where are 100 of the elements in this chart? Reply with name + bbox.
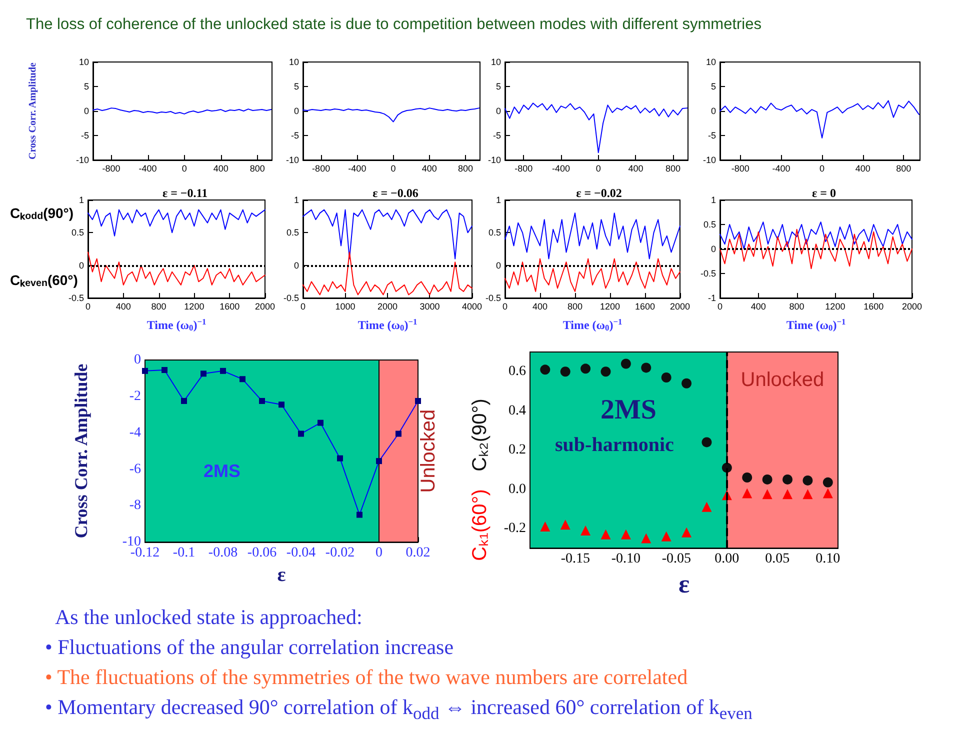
x-tick-label: 400 xyxy=(116,302,131,312)
x-tick-label: -0.02 xyxy=(325,546,355,561)
x-tick-label: 800 xyxy=(250,164,265,174)
x-tick-label: 1200 xyxy=(184,302,204,312)
x-tick-label: 1600 xyxy=(864,302,884,312)
y-tick-label: 0.5 xyxy=(286,228,299,238)
x-tick-label: -0.06 xyxy=(247,546,277,561)
y-tick-label: 0.5 xyxy=(703,220,716,230)
band-label: Unlocked xyxy=(418,409,440,493)
y-tick-label: -5 xyxy=(708,130,716,140)
y-tick-label: 0 xyxy=(134,352,141,368)
x-tick-label: 400 xyxy=(422,164,437,174)
y-tick-label: 10 xyxy=(288,57,299,67)
x-tick-label: 2000 xyxy=(902,302,922,312)
y-axis-title: Cross Corr. Amplitude xyxy=(71,364,91,538)
y-tick-label: -1 xyxy=(708,293,716,303)
x-tick-label: -800 xyxy=(731,164,750,174)
x-tick-label: 2000 xyxy=(670,302,690,312)
y-tick-label: 0 xyxy=(496,260,501,270)
x-tick-label: 0 xyxy=(502,302,508,312)
y-tick-label: 0 xyxy=(710,244,716,254)
y-tick-label: -4 xyxy=(129,425,141,440)
x-tick-label: -800 xyxy=(102,164,120,174)
y-tick-label: 5 xyxy=(84,82,89,92)
y-tick-label: -0.2 xyxy=(504,520,526,536)
x-tick-label: 0 xyxy=(596,164,601,174)
x-tick-label: -800 xyxy=(514,164,533,174)
x-tick-label: 1600 xyxy=(634,302,656,312)
x-tick-label: 400 xyxy=(628,164,644,174)
x-tick-label: 400 xyxy=(213,164,228,174)
text: The loss of coherence of the unlocked state is due to competition between modes with different symmetries xyxy=(26,16,762,34)
chart-title: ε = −0.11 xyxy=(162,186,208,200)
text: Cₖ₂(90°) xyxy=(469,398,491,472)
y-tick-label: 10 xyxy=(78,57,89,67)
chart-title: ε = −0.06 xyxy=(372,186,418,200)
x-tick-label: -0.1 xyxy=(172,546,196,561)
text: • Momentary decreased 90° correlation of k$_{odd}$ ⇔ increased 60° correlation of k$_{even}$ xyxy=(45,694,754,726)
y-tick-label: 1 xyxy=(78,195,84,205)
x-tick-label: 0.02 xyxy=(406,546,430,561)
y-tick-label: 5 xyxy=(710,82,716,92)
x-tick-label: 0.10 xyxy=(816,552,840,567)
y-tick-label: 0 xyxy=(78,260,84,270)
x-tick-label: 2000 xyxy=(254,302,276,312)
x-tick-label: -0.05 xyxy=(662,552,692,567)
chart-title: ε = 0 xyxy=(812,186,836,200)
x-tick-label: -400 xyxy=(348,164,366,174)
x-tick-label: 800 xyxy=(567,302,583,312)
x-tick-label: -800 xyxy=(312,164,330,174)
x-axis-title: ε xyxy=(277,564,286,586)
x-tick-label: 400 xyxy=(855,164,870,174)
x-tick-label: -0.08 xyxy=(208,546,238,561)
y-tick-label: -5 xyxy=(290,130,299,140)
y-tick-label: 0.5 xyxy=(488,228,501,238)
y-tick-label: 0.5 xyxy=(71,228,84,238)
y-tick-label: -5 xyxy=(492,130,501,140)
text: As the unlocked state is approached: xyxy=(54,604,364,631)
x-tick-label: 400 xyxy=(532,302,548,312)
y-tick-label: 0 xyxy=(294,106,299,116)
y-tick-label: 0.4 xyxy=(508,403,526,418)
y-tick-label: 0.0 xyxy=(508,482,526,497)
y-tick-label: 0 xyxy=(710,106,716,116)
band-label: 2MS xyxy=(203,461,241,482)
x-tick-label: 0 xyxy=(300,302,306,312)
y-tick-label: 1 xyxy=(294,195,299,205)
x-tick-label: -0.15 xyxy=(560,552,590,567)
x-tick-label: 0.05 xyxy=(765,552,790,567)
y-tick-label: 0.6 xyxy=(508,364,526,380)
y-tick-label: -0.5 xyxy=(700,268,716,278)
y-tick-label: -10 xyxy=(286,155,299,165)
y-tick-label: -10 xyxy=(702,155,716,165)
text: Cₖ₁(60°) xyxy=(469,489,491,561)
text: • The fluctuations of the symmetries of the two wave numbers are correlated xyxy=(45,664,689,691)
y-tick-label: -0.5 xyxy=(283,293,299,303)
x-tick-label: 0 xyxy=(376,546,382,561)
x-tick-label: -400 xyxy=(138,164,157,174)
x-tick-label: 1600 xyxy=(220,302,240,312)
y-tick-label: 5 xyxy=(294,82,299,92)
y-tick-label: -0.5 xyxy=(68,293,84,303)
y-tick-label: 0 xyxy=(294,260,299,270)
y-tick-label: 1 xyxy=(710,195,716,205)
y-tick-label: -2 xyxy=(129,388,141,404)
y-tick-label: -6 xyxy=(129,462,141,477)
y-tick-label: 5 xyxy=(496,82,501,92)
band-label: 2MS xyxy=(600,394,656,426)
x-tick-label: 0 xyxy=(820,164,825,174)
y-tick-label: 10 xyxy=(706,57,716,67)
x-tick-label: 800 xyxy=(151,302,166,312)
chart-title: ε = −0.02 xyxy=(576,186,622,200)
x-tick-label: 1200 xyxy=(600,302,620,312)
annotation: sub-harmonic xyxy=(555,434,674,456)
y-tick-label: 1 xyxy=(496,195,501,205)
y-axis-title: Cross Corr. Amplitude xyxy=(28,62,38,160)
x-tick-label: 1000 xyxy=(335,302,356,312)
x-tick-label: 0.00 xyxy=(714,552,740,567)
y-tick-label: -5 xyxy=(80,130,89,140)
text: • Fluctuations of the angular correlation increase xyxy=(45,634,455,661)
x-tick-label: 800 xyxy=(458,164,474,174)
x-tick-label: 800 xyxy=(666,164,681,174)
y-tick-label: -8 xyxy=(129,498,141,514)
x-tick-label: 0 xyxy=(390,164,396,174)
